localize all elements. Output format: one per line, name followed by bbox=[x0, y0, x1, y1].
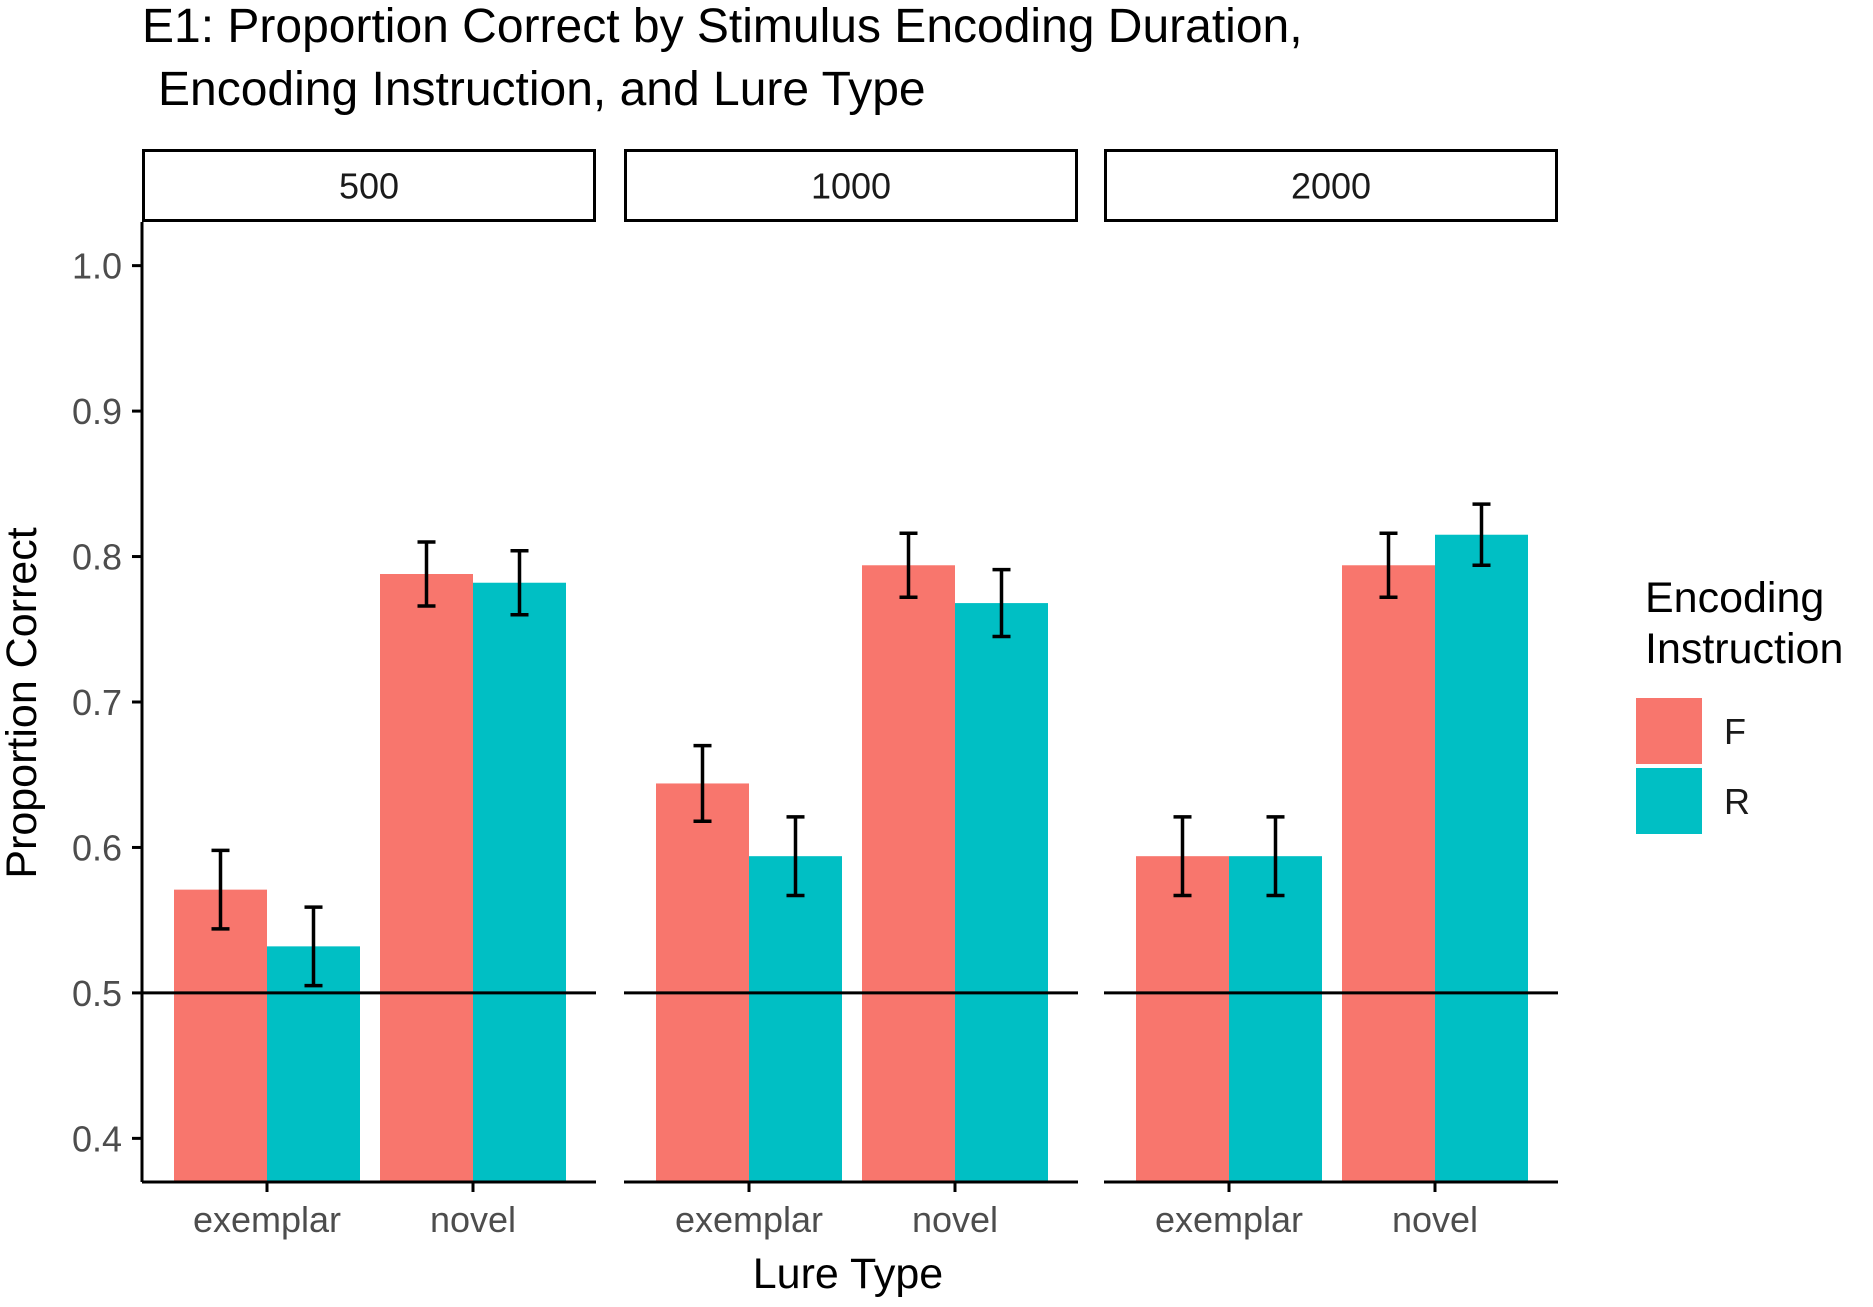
bar-R-novel bbox=[955, 603, 1048, 1182]
facet-panel-500: 500 exemplar novel bbox=[142, 149, 596, 1240]
error-bar-R-exemplar bbox=[786, 815, 805, 898]
bar-R-exemplar bbox=[749, 856, 842, 1182]
facet-panel-1000: 1000 exemplar novel bbox=[624, 149, 1078, 1240]
x-tick-label: exemplar bbox=[193, 1199, 341, 1240]
legend-key-swatch bbox=[1636, 698, 1702, 764]
chart-title-line2: Encoding Instruction, and Lure Type bbox=[158, 63, 926, 116]
error-bar-R-exemplar bbox=[1266, 815, 1285, 898]
error-bar-R-novel bbox=[992, 567, 1011, 639]
legend-key-swatch bbox=[1636, 768, 1702, 834]
y-tick-label: 0.9 bbox=[72, 391, 122, 432]
bar-F-novel bbox=[862, 565, 955, 1182]
bar-F-exemplar bbox=[656, 783, 749, 1182]
x-axis-label: Lure Type bbox=[753, 1250, 943, 1298]
bar-R-novel bbox=[473, 582, 566, 1182]
y-tick-label: 0.7 bbox=[72, 682, 122, 723]
y-axis-label: Proportion Correct bbox=[0, 527, 46, 878]
bar-R-exemplar bbox=[1229, 856, 1322, 1182]
error-bar-F-exemplar bbox=[1173, 815, 1192, 898]
facet-strip-label: 1000 bbox=[811, 166, 891, 207]
facet-strip-box bbox=[624, 149, 1078, 222]
x-tick-label: novel bbox=[430, 1199, 516, 1240]
facet-strip-label: 500 bbox=[339, 166, 399, 207]
error-bar-R-novel bbox=[1472, 502, 1491, 568]
y-tick-label: 0.8 bbox=[72, 537, 122, 578]
facet-strip-box bbox=[142, 149, 596, 222]
y-tick-label: 0.6 bbox=[72, 827, 122, 868]
legend: FR bbox=[1636, 698, 1750, 834]
error-bar-R-exemplar bbox=[304, 905, 323, 988]
bar-F-exemplar bbox=[1136, 856, 1229, 1182]
x-tick-label: exemplar bbox=[675, 1199, 823, 1240]
facet-strip-box bbox=[1104, 149, 1558, 222]
error-bar-F-exemplar bbox=[211, 848, 230, 931]
x-tick-label: novel bbox=[912, 1199, 998, 1240]
error-bar-F-novel bbox=[1379, 531, 1398, 600]
y-axis: 0.4 0.5 0.6 0.7 0.8 0.9 1.0 bbox=[72, 222, 144, 1182]
bar-F-exemplar bbox=[174, 889, 267, 1182]
y-tick-label: 0.5 bbox=[72, 973, 122, 1014]
x-tick-label: novel bbox=[1392, 1199, 1478, 1240]
facet-strip-label: 2000 bbox=[1291, 166, 1371, 207]
y-tick-label: 1.0 bbox=[72, 246, 122, 287]
facet-panel-2000: 2000 exemplar novel bbox=[1104, 149, 1558, 1240]
error-bar-F-exemplar bbox=[693, 743, 712, 824]
legend-key-label: R bbox=[1724, 781, 1750, 822]
legend-title-line2: Instruction bbox=[1645, 625, 1843, 673]
error-bar-F-novel bbox=[899, 531, 918, 600]
legend-entry-F: F bbox=[1636, 698, 1746, 764]
y-tick-label: 0.4 bbox=[72, 1118, 122, 1159]
bar-F-novel bbox=[380, 574, 473, 1182]
legend-key-label: F bbox=[1724, 711, 1746, 752]
x-tick-label: exemplar bbox=[1155, 1199, 1303, 1240]
bar-R-novel bbox=[1435, 534, 1528, 1182]
bar-F-novel bbox=[1342, 565, 1435, 1182]
legend-entry-R: R bbox=[1636, 768, 1750, 834]
panels-layer: 500 exemplar novel 1000 exemplar novel 2000 exe… bbox=[142, 149, 1558, 1240]
legend-title-line1: Encoding bbox=[1645, 574, 1824, 622]
error-bar-R-novel bbox=[510, 548, 529, 617]
error-bar-F-novel bbox=[417, 540, 436, 608]
chart-title-line1: E1: Proportion Correct by Stimulus Encod… bbox=[142, 0, 1303, 53]
